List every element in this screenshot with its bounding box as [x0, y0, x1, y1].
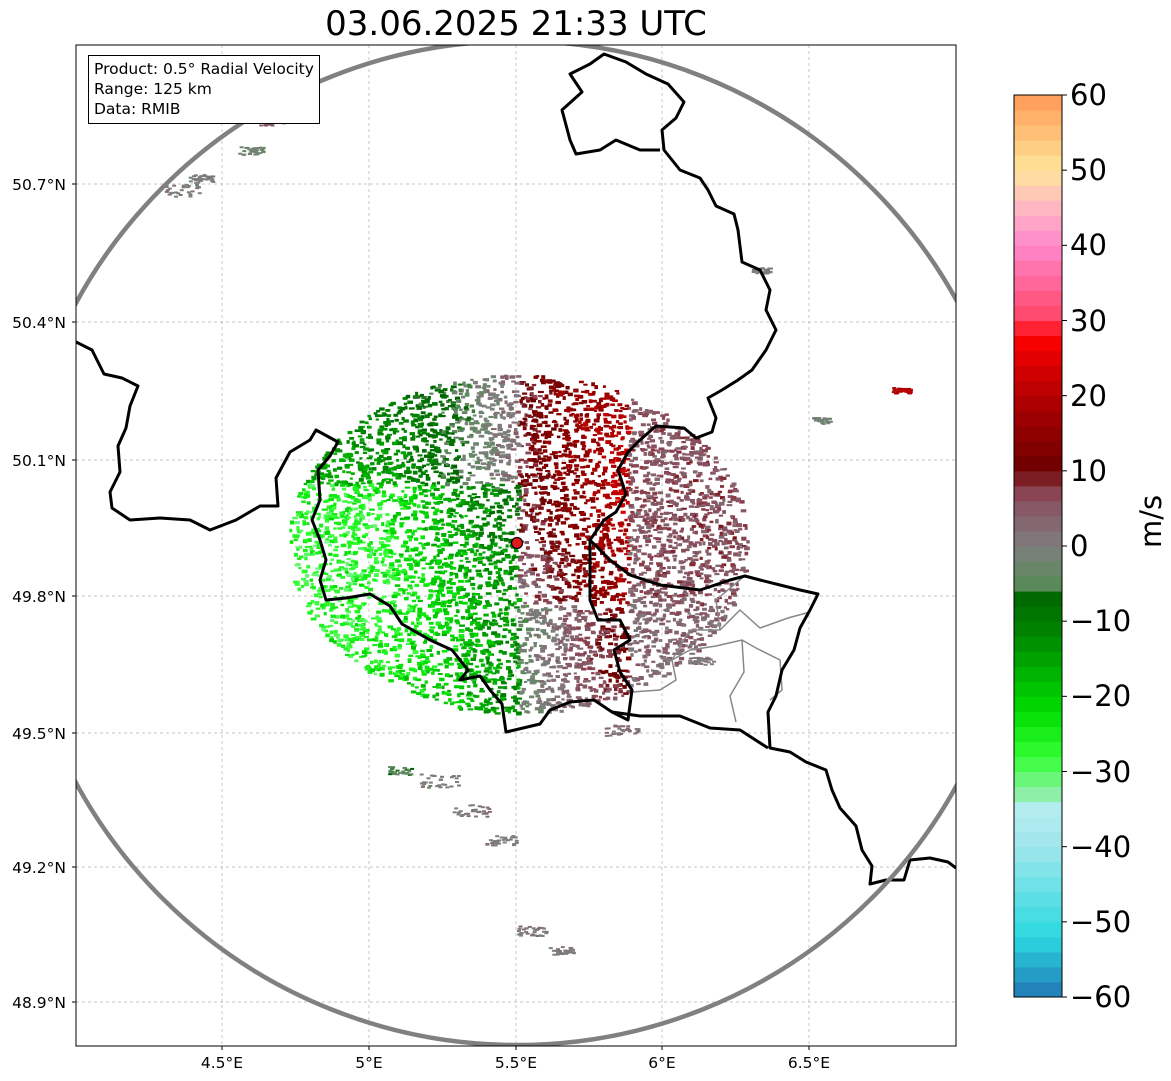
colorbar-band — [1014, 966, 1062, 983]
colorbar-band — [1014, 500, 1062, 517]
colorbar-band — [1014, 621, 1062, 637]
colorbar-band — [1014, 666, 1062, 682]
colorbar-band — [1014, 681, 1062, 697]
colorbar-band — [1014, 786, 1062, 803]
colorbar-band — [1014, 771, 1062, 788]
range-ring — [76, 45, 956, 1046]
colorbar-band — [1014, 335, 1062, 352]
lat-label: 49.8°N — [12, 588, 66, 606]
colorbar-band — [1014, 260, 1062, 276]
colorbar-band — [1014, 470, 1062, 487]
colorbar-tick-label: 0 — [1070, 529, 1089, 563]
national-borders — [76, 52, 956, 886]
colorbar-band — [1014, 816, 1062, 833]
colorbar-band — [1014, 951, 1062, 968]
colorbar-tick-label: 30 — [1070, 303, 1107, 338]
colorbar-band — [1014, 906, 1062, 923]
colorbar-band — [1014, 801, 1062, 818]
colorbar-band — [1014, 245, 1062, 261]
colorbar-band — [1014, 185, 1062, 201]
colorbar-band — [1014, 305, 1062, 321]
colorbar-tick-label: 10 — [1070, 453, 1107, 488]
colorbar-band — [1014, 380, 1062, 397]
colorbar-band — [1014, 125, 1062, 141]
colorbar-band — [1014, 876, 1062, 893]
lat-label: 48.9°N — [12, 994, 66, 1012]
colorbar-band — [1014, 921, 1062, 938]
colorbar-band — [1014, 275, 1062, 291]
colorbar-band — [1014, 215, 1062, 231]
colorbar-tick-label: −50 — [1070, 904, 1132, 939]
lat-label: 50.4°N — [12, 314, 66, 332]
colorbar-band — [1014, 95, 1062, 111]
colorbar-tick-label: −40 — [1070, 829, 1132, 864]
colorbar-band — [1014, 485, 1062, 502]
colorbar-tick-label: −10 — [1070, 604, 1132, 639]
colorbar-band — [1014, 230, 1062, 246]
colorbar-band — [1014, 576, 1062, 592]
colorbar-band — [1014, 320, 1062, 337]
colorbar-band — [1014, 591, 1062, 607]
colorbar-band — [1014, 741, 1062, 757]
lat-label: 50.7°N — [12, 176, 66, 194]
colorbar-band — [1014, 455, 1062, 472]
lon-label: 6.5°E — [788, 1054, 830, 1072]
colorbar-band — [1014, 515, 1062, 532]
colorbar-band — [1014, 711, 1062, 727]
colorbar-tick-label: 50 — [1070, 153, 1107, 188]
lon-label: 4.5°E — [201, 1054, 243, 1072]
velocity-echoes — [163, 115, 913, 956]
product-info-box: Product: 0.5° Radial Velocity Range: 125… — [88, 55, 320, 124]
colorbar-unit: m/s — [1134, 494, 1168, 548]
colorbar-band — [1014, 636, 1062, 652]
lon-label: 6°E — [648, 1054, 675, 1072]
colorbar-tick-label: −20 — [1070, 679, 1132, 714]
colorbar-tick-label: 20 — [1070, 378, 1107, 413]
colorbar-band — [1014, 395, 1062, 412]
lon-label: 5.5°E — [495, 1054, 537, 1072]
colorbar-tick-label: −60 — [1070, 980, 1132, 1014]
colorbar-band — [1014, 981, 1062, 998]
colorbar-band — [1014, 410, 1062, 427]
colorbar-band — [1014, 546, 1062, 562]
colorbar-band — [1014, 726, 1062, 742]
map-title: 03.06.2025 21:33 UTC — [325, 4, 707, 44]
colorbar-band — [1014, 936, 1062, 953]
colorbar-band — [1014, 831, 1062, 848]
colorbar-band — [1014, 440, 1062, 457]
colorbar-band — [1014, 606, 1062, 622]
colorbar-band — [1014, 350, 1062, 367]
colorbar-band — [1014, 891, 1062, 908]
data-source-label: Data: RMIB — [94, 100, 181, 118]
colorbar-band — [1014, 846, 1062, 863]
lat-label: 49.2°N — [12, 859, 66, 877]
lat-label: 49.5°N — [12, 725, 66, 743]
colorbar-band — [1014, 200, 1062, 216]
colorbar-band — [1014, 140, 1062, 156]
colorbar — [1013, 94, 1067, 998]
colorbar-band — [1014, 290, 1062, 306]
colorbar-band — [1014, 170, 1062, 186]
colorbar-band — [1014, 425, 1062, 442]
colorbar-band — [1014, 756, 1062, 772]
colorbar-tick-label: 60 — [1070, 78, 1107, 112]
lat-label: 50.1°N — [12, 452, 66, 470]
colorbar-band — [1014, 861, 1062, 878]
colorbar-band — [1014, 651, 1062, 667]
colorbar-band — [1014, 530, 1062, 547]
lon-label: 5°E — [355, 1054, 382, 1072]
radar-site-marker[interactable] — [510, 536, 524, 550]
colorbar-tick-label: 40 — [1070, 228, 1107, 263]
product-label: Product: 0.5° Radial Velocity — [94, 60, 314, 78]
colorbar-tick-label: −30 — [1070, 754, 1132, 789]
colorbar-band — [1014, 365, 1062, 382]
range-label: Range: 125 km — [94, 80, 212, 98]
colorbar-band — [1014, 110, 1062, 126]
colorbar-band — [1014, 696, 1062, 712]
colorbar-band — [1014, 561, 1062, 577]
colorbar-band — [1014, 155, 1062, 171]
